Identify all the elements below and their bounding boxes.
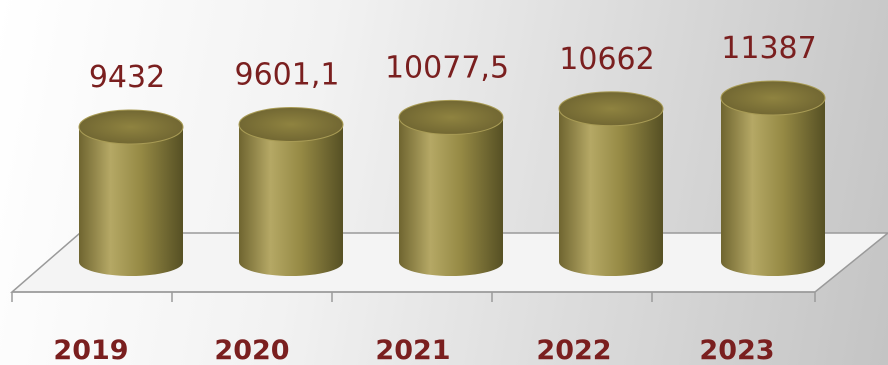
bar-top [398, 99, 504, 135]
bar-top [238, 106, 344, 142]
x-tick-label: 2019 [53, 335, 128, 365]
bar-2020 [238, 106, 344, 276]
data-label: 10077,5 [385, 50, 509, 85]
x-tick-label: 2021 [375, 335, 450, 365]
x-axis-ticks [11, 292, 816, 302]
bar-2023 [720, 80, 826, 276]
data-labels: 9432 9601,1 10077,5 10662 11387 [89, 31, 817, 95]
data-label: 11387 [721, 31, 816, 66]
bar-body [79, 127, 183, 276]
bar-body [399, 117, 503, 276]
bar-2019 [78, 109, 184, 276]
bar-top [78, 109, 184, 145]
x-tick-label: 2020 [214, 335, 289, 365]
x-tick-label: 2023 [699, 335, 774, 365]
bar-2022 [558, 91, 664, 276]
bar-body [559, 108, 663, 276]
data-label: 10662 [559, 42, 654, 77]
bar-body [721, 98, 825, 276]
data-label: 9432 [89, 60, 165, 95]
x-tick-label: 2022 [536, 335, 611, 365]
bar-series [78, 80, 826, 276]
bar-top [720, 80, 826, 116]
category-labels: 2019 2020 2021 2022 2023 [53, 335, 774, 365]
bar-2021 [398, 99, 504, 276]
bar-body [239, 124, 343, 276]
bar-top [558, 91, 664, 127]
data-label: 9601,1 [235, 57, 340, 92]
